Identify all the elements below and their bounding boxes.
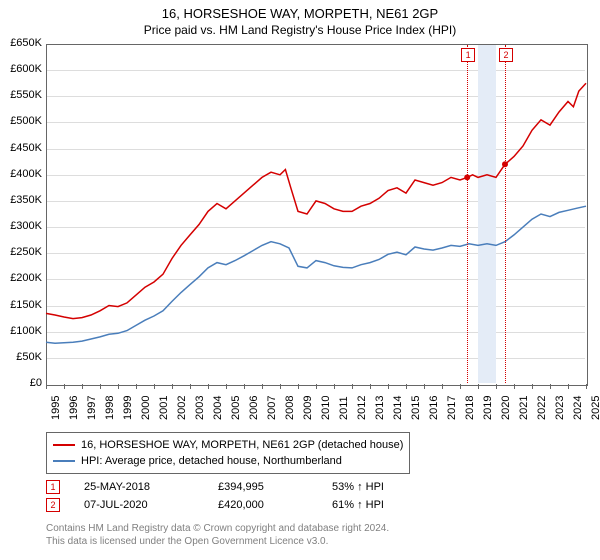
chart-svg bbox=[0, 0, 600, 560]
sale-vline bbox=[467, 45, 468, 383]
sale-marker: 2 bbox=[499, 48, 513, 62]
sale-vline bbox=[505, 45, 506, 383]
sale-marker: 1 bbox=[461, 48, 475, 62]
